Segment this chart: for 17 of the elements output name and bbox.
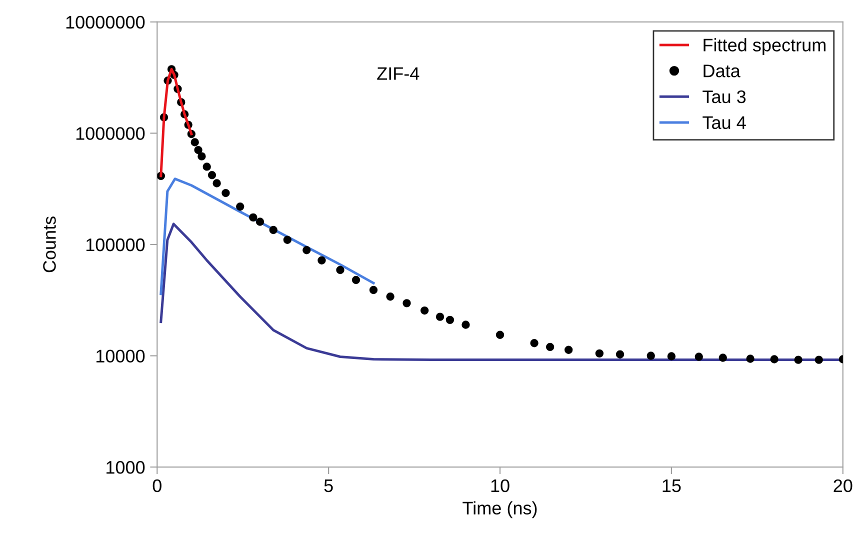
y-tick-label: 1000 bbox=[106, 460, 145, 474]
x-tick-label: 15 bbox=[662, 480, 681, 492]
x-axis-title: Time (ns) bbox=[462, 501, 537, 518]
x-tick-label: 0 bbox=[152, 479, 162, 492]
legend-label: Tau 3 bbox=[702, 90, 746, 104]
legend-label: Fitted spectrum bbox=[704, 38, 826, 56]
x-tick-label: 10 bbox=[491, 479, 510, 492]
legend-label: Data bbox=[704, 64, 740, 78]
x-tick-label: 5 bbox=[324, 480, 333, 492]
annotation: ZIF-4 bbox=[377, 67, 420, 80]
y-tick-label: 1000000 bbox=[76, 127, 145, 140]
legend-label: Tau 4 bbox=[702, 116, 746, 130]
y-tick-label: 100000 bbox=[86, 238, 145, 252]
y-tick-label: 10000000 bbox=[66, 16, 145, 29]
x-tick-label: 20 bbox=[834, 479, 852, 492]
y-tick-label: 10000 bbox=[96, 350, 145, 362]
y-axis-title: Counts bbox=[43, 216, 56, 272]
